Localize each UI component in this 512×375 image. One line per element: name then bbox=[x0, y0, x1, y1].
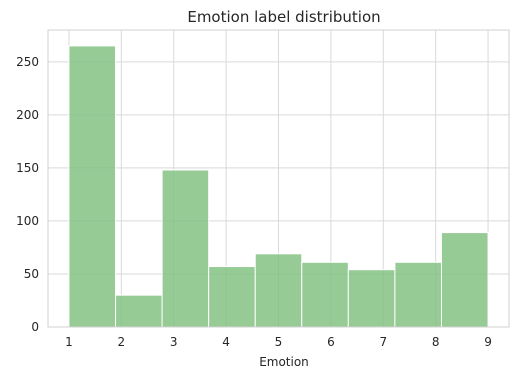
ticks-layer: 1 2 3 4 5 6 7 8 9 0 50 100 150 200 250 bbox=[16, 55, 492, 349]
x-tick-label: 6 bbox=[327, 335, 335, 349]
axes-layer bbox=[47, 29, 510, 328]
histogram-bar-2 bbox=[115, 294, 163, 328]
histogram-bar-3 bbox=[161, 169, 210, 328]
y-tick-label: 150 bbox=[16, 161, 39, 175]
plot-frame bbox=[47, 29, 510, 328]
histogram-bar-8 bbox=[394, 261, 442, 328]
x-tick-label: 7 bbox=[379, 335, 387, 349]
x-tick-label: 1 bbox=[65, 335, 73, 349]
histogram-bar-1 bbox=[68, 45, 117, 328]
x-tick-label: 8 bbox=[432, 335, 440, 349]
chart-title: Emotion label distribution bbox=[187, 8, 380, 26]
y-tick-label: 100 bbox=[16, 214, 39, 228]
y-tick-label: 200 bbox=[16, 108, 39, 122]
x-axis-label: Emotion bbox=[259, 355, 309, 369]
histogram-bar-9 bbox=[440, 232, 489, 328]
x-tick-label: 5 bbox=[275, 335, 283, 349]
histogram-bar-6 bbox=[301, 261, 349, 328]
y-tick-label: 250 bbox=[16, 55, 39, 69]
histogram-bar-4 bbox=[208, 266, 256, 328]
histogram-bar-7 bbox=[347, 269, 396, 328]
x-tick-label: 2 bbox=[118, 335, 126, 349]
y-tick-label: 0 bbox=[31, 320, 39, 334]
x-tick-label: 9 bbox=[484, 335, 492, 349]
histogram-bar-5 bbox=[254, 253, 303, 328]
y-tick-label: 50 bbox=[24, 267, 39, 281]
grid-layer bbox=[48, 30, 509, 328]
x-tick-label: 4 bbox=[222, 335, 230, 349]
x-tick-label: 3 bbox=[170, 335, 178, 349]
bars-layer bbox=[68, 45, 489, 328]
